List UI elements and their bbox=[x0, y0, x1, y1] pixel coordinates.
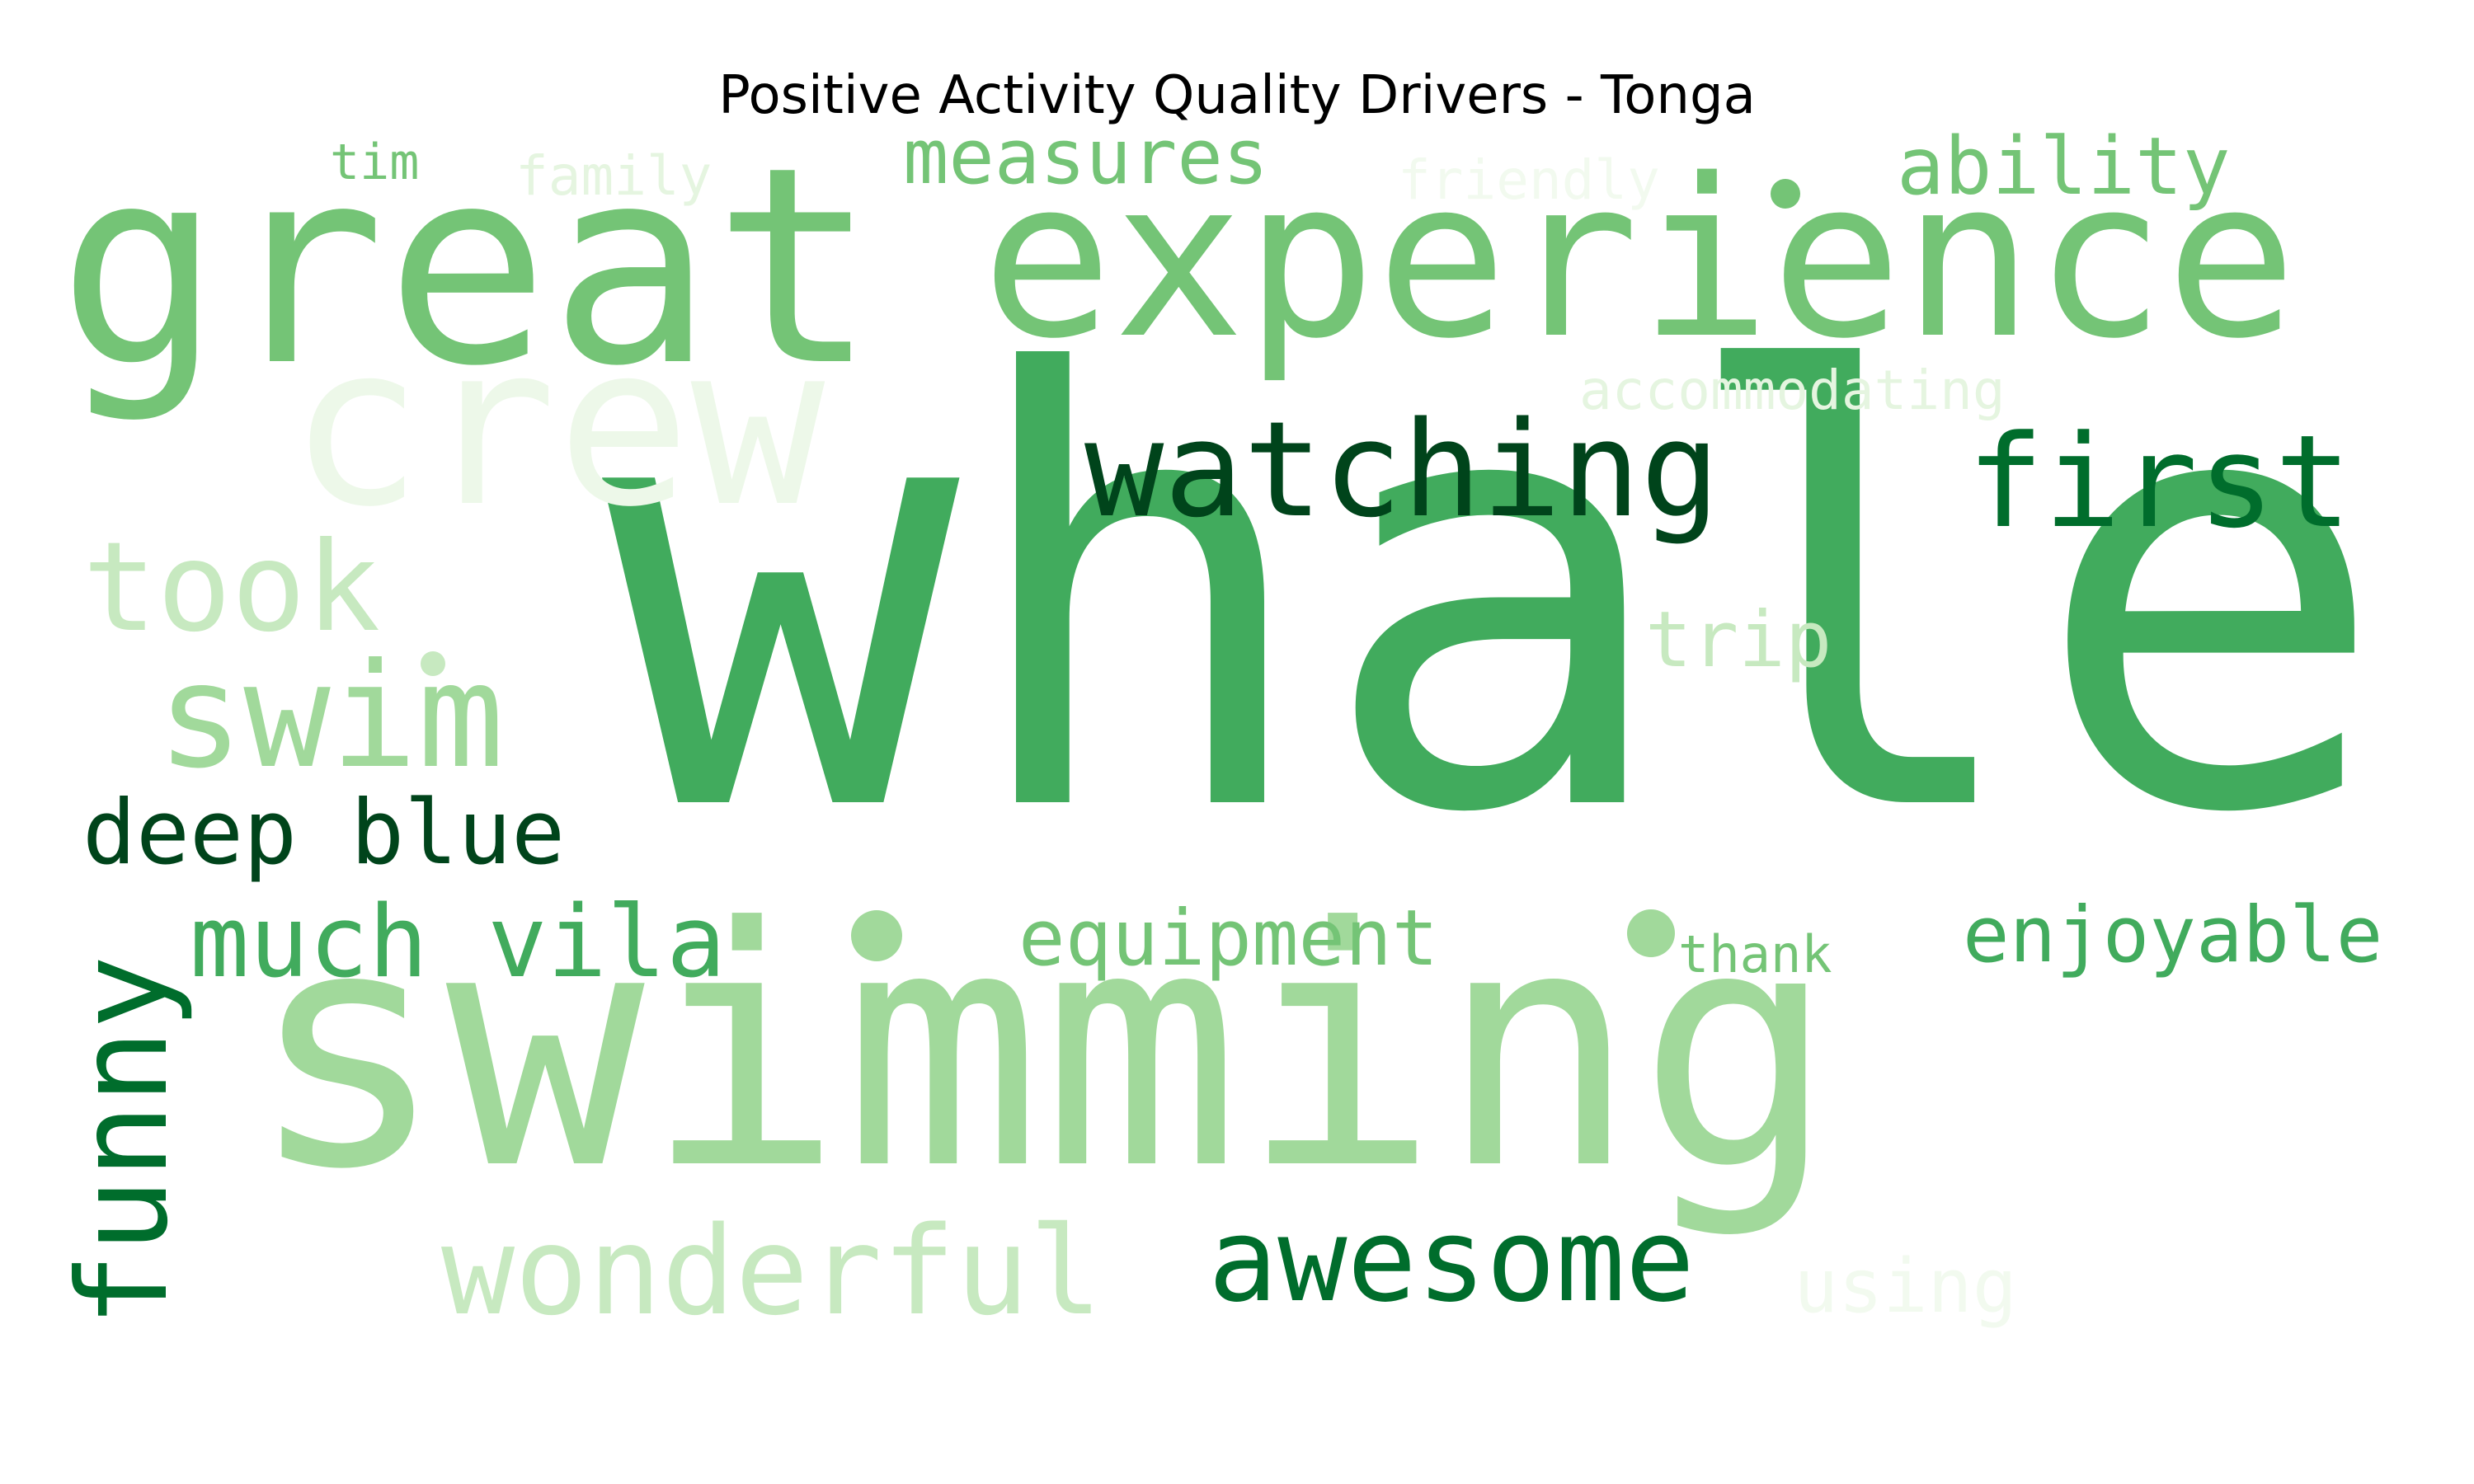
word-experience: experience bbox=[981, 132, 2298, 387]
word-took: took bbox=[82, 515, 381, 660]
dot-vila bbox=[851, 910, 902, 961]
word-crew: crew bbox=[289, 295, 825, 556]
word-first: first bbox=[1967, 406, 2352, 556]
word-thank: thank bbox=[1678, 923, 1832, 984]
word-trip: trip bbox=[1645, 594, 1832, 685]
dot-ability bbox=[1771, 179, 1800, 209]
dot-took bbox=[421, 651, 445, 676]
word-using: using bbox=[1794, 1242, 2017, 1330]
word-deep-blue: deep blue bbox=[82, 781, 566, 885]
word-great: great bbox=[58, 108, 877, 425]
word-measures: measures bbox=[903, 113, 1269, 202]
word-wonderful: wonderful bbox=[441, 1200, 1103, 1343]
word-friendly: friendly bbox=[1398, 148, 1660, 212]
word-funny: funny bbox=[52, 955, 195, 1327]
word-enjoyable: enjoyable bbox=[1963, 890, 2383, 980]
word-tim: tim bbox=[330, 134, 420, 192]
word-much-vila: much vila bbox=[190, 885, 727, 1001]
dot-thank bbox=[1627, 909, 1675, 957]
word-watching: watching bbox=[1084, 392, 1720, 547]
page-title: Positive Activity Quality Drivers - Tong… bbox=[718, 65, 1756, 126]
word-accommodating: accommodating bbox=[1579, 358, 2006, 422]
word-swimming: swimming bbox=[247, 857, 1837, 1242]
word-family: family bbox=[515, 143, 713, 208]
word-swim: swim bbox=[157, 633, 505, 801]
word-awesome: awesome bbox=[1208, 1193, 1696, 1328]
word-equipment: equipment bbox=[1018, 893, 1439, 984]
word-ability: ability bbox=[1897, 120, 2231, 214]
word-whale: whale bbox=[602, 251, 2390, 943]
